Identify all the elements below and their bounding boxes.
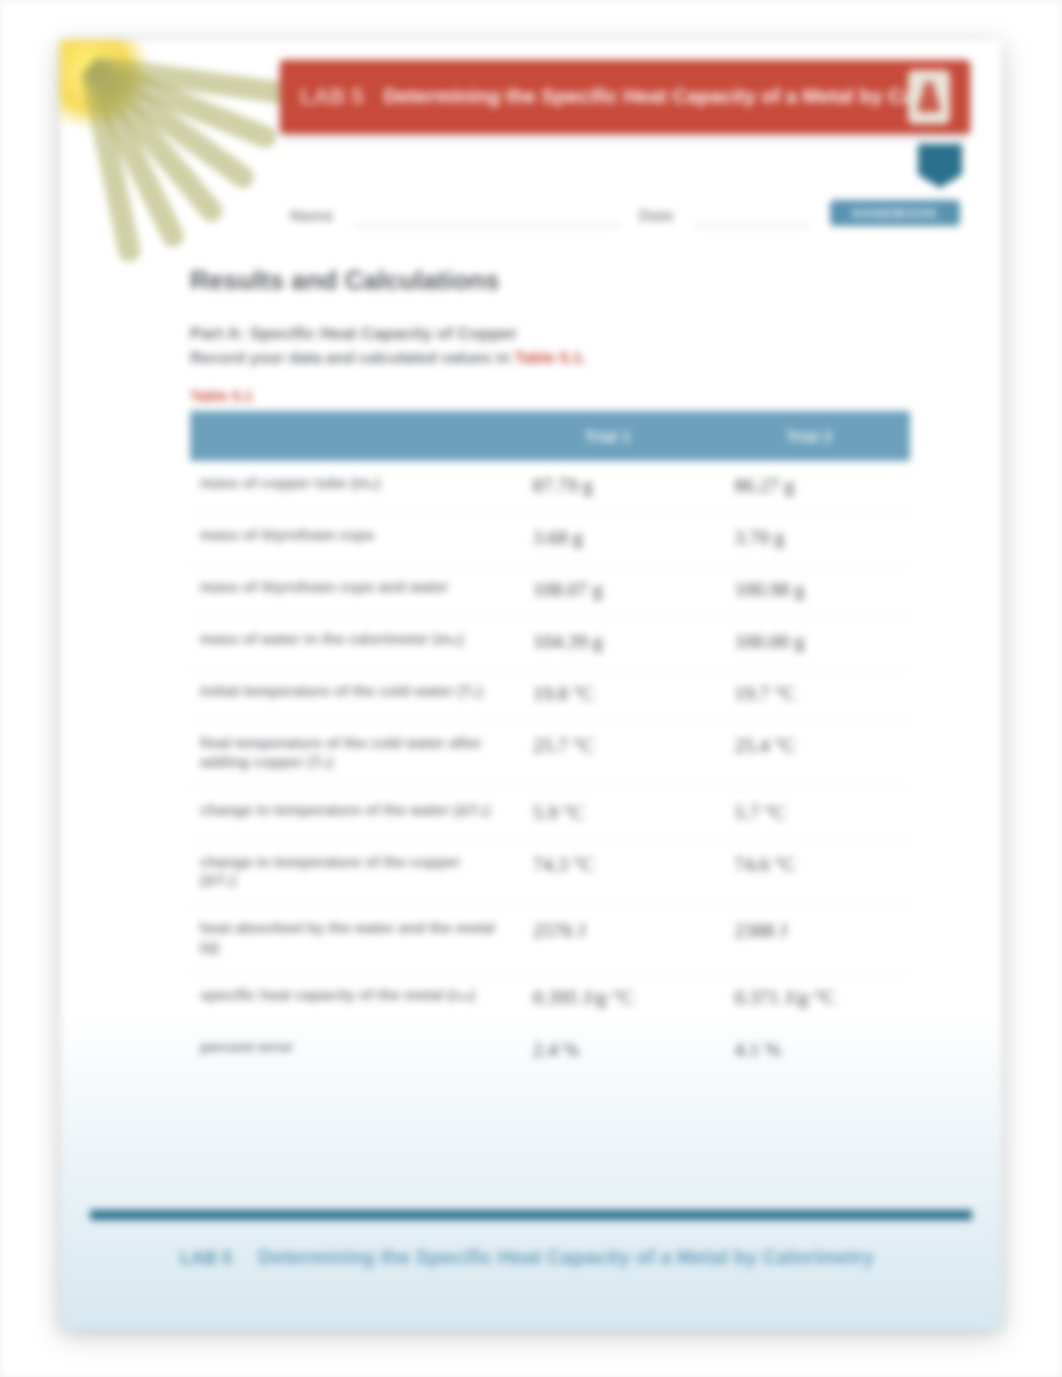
table-row: specific heat capacity of the metal (cₘ)… <box>190 972 910 1024</box>
cell-value: 19.7 °C <box>708 669 910 721</box>
cell-value: 0.371 J/g·°C <box>708 972 910 1024</box>
cell-value: 74.6 °C <box>708 839 910 906</box>
banner-lab-number: LAB 5 <box>300 84 364 110</box>
table-row: percent error2.4 %4.1 % <box>190 1024 910 1076</box>
table-row: mass of Styrofoam cups3.68 g3.70 g <box>190 513 910 565</box>
col-header-trial1: Trial 1 <box>507 411 709 461</box>
part-a-title: Part A: Specific Heat Capacity of Copper <box>190 324 910 344</box>
footer-lab-title: Determining the Specific Heat Capacity o… <box>258 1247 874 1270</box>
cell-value: 74.3 °C <box>507 839 709 906</box>
cell-value: 108.07 g <box>507 565 709 617</box>
footer-lab-number: LAB 5 <box>180 1248 232 1269</box>
table-row: change in temperature of the copper (ΔT₁… <box>190 839 910 906</box>
cell-value: 3.68 g <box>507 513 709 565</box>
bottom-divider <box>90 1210 972 1220</box>
table-label: Table 5.1 <box>190 388 910 405</box>
table-row: final temperature of the cold water afte… <box>190 721 910 788</box>
results-table: Trial 1 Trial 2 mass of copper tube (m₁)… <box>190 411 910 1077</box>
page-footer: LAB 5 Determining the Specific Heat Capa… <box>180 1247 962 1270</box>
cell-value: 87.79 g <box>507 461 709 513</box>
row-label: heat absorbed by the water and the metal… <box>190 906 507 973</box>
cell-value: 5.9 °C <box>507 787 709 839</box>
cell-value: 3.70 g <box>708 513 910 565</box>
name-input-line[interactable] <box>354 207 620 226</box>
cell-value: 86.27 g <box>708 461 910 513</box>
cell-value: 100.98 g <box>708 565 910 617</box>
row-label: specific heat capacity of the metal (cₘ) <box>190 972 507 1024</box>
row-label: final temperature of the cold water afte… <box>190 721 507 788</box>
row-label: mass of Styrofoam cups <box>190 513 507 565</box>
row-label: change in temperature of the water (ΔT₂) <box>190 787 507 839</box>
beaker-icon <box>908 70 950 124</box>
cell-value: 100.00 g <box>708 617 910 669</box>
row-label: mass of water in the calorimeter (m₂) <box>190 617 507 669</box>
table-row: heat absorbed by the water and the metal… <box>190 906 910 973</box>
row-label: initial temperature of the cold water (T… <box>190 669 507 721</box>
content-area: Results and Calculations Part A: Specifi… <box>190 265 910 1077</box>
part-a-instruction-text: Record your data and calculated values i… <box>190 350 515 367</box>
table-ref-link: Table 5.1 <box>515 350 582 367</box>
row-label: percent error <box>190 1024 507 1076</box>
col-header-trial2: Trial 2 <box>708 411 910 461</box>
cell-value: 2576 J <box>507 906 709 973</box>
meta-row: Name Date HANDBOOK <box>290 200 960 226</box>
cell-value: 0.395 J/g·°C <box>507 972 709 1024</box>
cell-value: 5.7 °C <box>708 787 910 839</box>
cell-value: 2388 J <box>708 906 910 973</box>
table-row: mass of Styrofoam cups and water108.07 g… <box>190 565 910 617</box>
banner-title: Determining the Specific Heat Capacity o… <box>384 86 908 109</box>
cell-value: 25.4 °C <box>708 721 910 788</box>
date-input-line[interactable] <box>694 207 810 226</box>
section-title: Results and Calculations <box>190 265 910 296</box>
part-a-instruction: Record your data and calculated values i… <box>190 350 910 368</box>
cell-value: 19.8 °C <box>507 669 709 721</box>
col-header-blank <box>190 411 507 461</box>
table-row: change in temperature of the water (ΔT₂)… <box>190 787 910 839</box>
page: LAB 5 Determining the Specific Heat Capa… <box>0 0 1062 1377</box>
handbook-badge: HANDBOOK <box>830 200 960 226</box>
cell-value: 25.7 °C <box>507 721 709 788</box>
date-label: Date <box>639 208 674 226</box>
cell-value: 104.39 g <box>507 617 709 669</box>
cell-value: 2.4 % <box>507 1024 709 1076</box>
row-label: mass of Styrofoam cups and water <box>190 565 507 617</box>
bookmark-tag-icon <box>918 144 962 188</box>
table-row: initial temperature of the cold water (T… <box>190 669 910 721</box>
name-label: Name <box>290 208 334 226</box>
worksheet-sheet: LAB 5 Determining the Specific Heat Capa… <box>60 40 1002 1330</box>
row-label: mass of copper tube (m₁) <box>190 461 507 513</box>
table-row: mass of copper tube (m₁)87.79 g86.27 g <box>190 461 910 513</box>
row-label: change in temperature of the copper (ΔT₁… <box>190 839 507 906</box>
lab-banner: LAB 5 Determining the Specific Heat Capa… <box>280 60 970 134</box>
cell-value: 4.1 % <box>708 1024 910 1076</box>
results-table-body: mass of copper tube (m₁)87.79 g86.27 g m… <box>190 461 910 1076</box>
table-row: mass of water in the calorimeter (m₂)104… <box>190 617 910 669</box>
